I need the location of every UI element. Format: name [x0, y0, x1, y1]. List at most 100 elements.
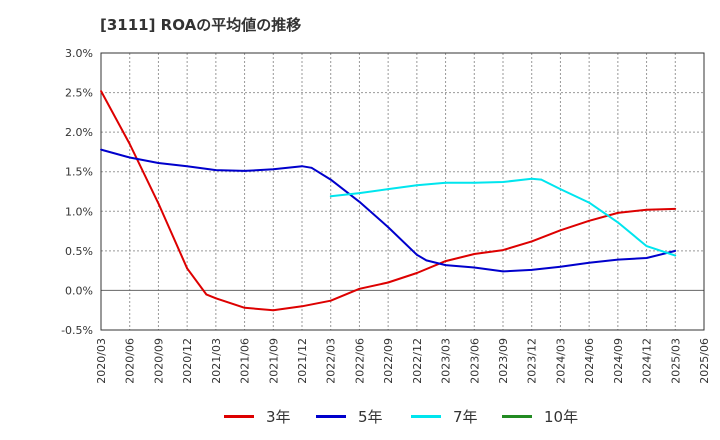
legend-label: 10年	[544, 407, 579, 426]
x-tick-label: 2021/12	[296, 338, 309, 384]
plot-frame	[100, 52, 705, 331]
data-point	[416, 253, 418, 256]
data-point	[559, 229, 562, 232]
axis-layer	[100, 52, 705, 331]
x-tick-label: 2023/06	[468, 338, 481, 384]
y-tick-label: 0.5%	[65, 245, 93, 258]
data-point	[617, 221, 619, 224]
data-point	[444, 181, 447, 184]
data-point	[329, 178, 332, 181]
data-point	[243, 306, 246, 309]
data-point	[645, 245, 648, 248]
legend-swatch	[224, 414, 254, 418]
data-point	[425, 259, 428, 262]
x-tick-label: 2024/03	[554, 338, 567, 384]
legend-item: 10年	[502, 404, 578, 428]
x-tick-label: 2021/03	[210, 338, 223, 384]
legend-label: 7年	[453, 407, 478, 426]
x-tick-label: 2022/06	[353, 338, 366, 384]
legend-swatch	[316, 414, 346, 418]
chart-title: [3111] ROAの平均値の推移	[100, 16, 302, 34]
data-point	[416, 272, 418, 274]
data-point	[588, 219, 590, 222]
data-point	[617, 212, 619, 214]
data-point	[588, 201, 590, 204]
legend-item: 7年	[411, 404, 478, 428]
data-point	[502, 181, 504, 183]
data-point	[387, 281, 389, 284]
data-point	[674, 254, 677, 257]
x-tick-label: 2024/12	[641, 338, 654, 384]
data-point	[100, 90, 102, 92]
data-point	[530, 177, 533, 180]
data-point	[358, 200, 361, 203]
legend-item: 3年	[224, 404, 291, 428]
x-tick-label: 2022/12	[411, 338, 424, 384]
x-tick-label: 2025/03	[669, 338, 682, 384]
x-tick-label: 2020/09	[152, 338, 165, 384]
x-tick-label: 2023/12	[526, 338, 539, 384]
data-point	[473, 181, 476, 184]
data-point	[215, 297, 217, 300]
y-tick-label: -0.5%	[61, 324, 93, 337]
data-point	[674, 250, 677, 252]
data-point	[444, 264, 447, 266]
legend-swatch	[502, 414, 532, 418]
y-tick-label: 0.0%	[65, 284, 93, 297]
x-tick-label: 2021/09	[267, 338, 280, 384]
data-point	[128, 143, 131, 145]
data-point	[530, 240, 533, 243]
x-tick-label: 2023/09	[497, 338, 510, 384]
x-tick-label: 2021/06	[239, 338, 252, 384]
x-tick-label: 2024/09	[612, 338, 625, 384]
x-tick-label: 2022/09	[382, 338, 395, 384]
legend-item: 5年	[316, 404, 383, 428]
data-point	[540, 178, 543, 181]
data-point	[100, 148, 102, 151]
grid-layer	[101, 53, 704, 330]
legend-label: 3年	[266, 407, 291, 426]
data-point	[502, 249, 504, 252]
data-point	[272, 309, 275, 312]
data-point	[387, 188, 389, 191]
data-point	[186, 165, 189, 168]
data-point	[243, 170, 246, 172]
data-point	[215, 169, 217, 172]
y-tick-label: 2.5%	[65, 87, 93, 100]
data-point	[329, 299, 332, 302]
x-tick-label: 2024/06	[583, 338, 596, 384]
data-point	[473, 266, 476, 269]
data-point	[416, 184, 418, 187]
data-point	[186, 267, 189, 270]
data-point	[358, 287, 361, 290]
chart-legend: 3年 5年 7年 10年	[0, 404, 720, 428]
data-point	[617, 258, 619, 261]
data-point	[301, 305, 303, 308]
y-tick-label: 1.0%	[65, 205, 93, 218]
y-tick-label: 3.0%	[65, 47, 93, 60]
data-point	[157, 202, 160, 205]
data-point	[588, 261, 590, 264]
x-tick-label: 2023/03	[440, 338, 453, 384]
data-point	[157, 162, 160, 164]
data-point	[387, 226, 389, 229]
series-line-3年	[100, 90, 676, 312]
label-layer: -0.5% 0.0% 0.5% 1.0% 1.5% 2.0% 2.5% 3.0% 2020/03…	[61, 47, 711, 384]
data-point	[645, 208, 648, 211]
data-point	[444, 260, 447, 262]
data-point	[559, 188, 562, 191]
y-tick-label: 2.0%	[65, 126, 93, 139]
data-point	[530, 269, 533, 271]
x-tick-label: 2020/12	[181, 338, 194, 384]
data-point	[310, 166, 313, 169]
legend-swatch	[411, 414, 441, 418]
x-tick-label: 2025/06	[698, 338, 711, 384]
x-tick-label: 2020/06	[124, 338, 137, 384]
data-point	[559, 265, 562, 268]
x-tick-label: 2020/03	[95, 338, 108, 384]
x-tick-label: 2022/03	[325, 338, 338, 384]
data-point	[473, 253, 476, 255]
series-layer	[100, 90, 677, 312]
data-point	[272, 168, 275, 171]
